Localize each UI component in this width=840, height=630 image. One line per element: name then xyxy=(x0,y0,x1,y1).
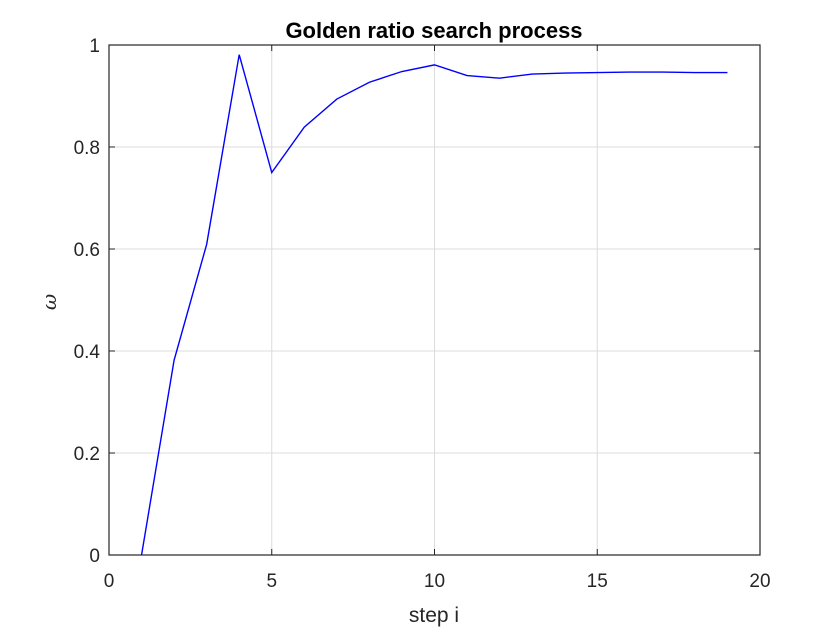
y-tick-label: 0.8 xyxy=(74,138,100,159)
y-tick-label: 0.4 xyxy=(74,342,101,363)
x-axis-label: step i xyxy=(409,604,459,627)
x-tick-label: 5 xyxy=(266,571,277,592)
y-tick-label: 0.6 xyxy=(74,240,100,261)
y-tick-label: 0.2 xyxy=(74,444,100,465)
series-line xyxy=(140,54,728,556)
y-axis-label: ω xyxy=(37,294,61,310)
y-tick-label: 0 xyxy=(89,546,100,567)
chart-title: Golden ratio search process xyxy=(285,18,582,43)
y-tick-label: 1 xyxy=(89,36,100,57)
series-layer xyxy=(140,54,728,556)
x-tick-label: 20 xyxy=(749,571,770,592)
ticks: 0 5 10 15 20 0 0.2 0.4 0.6 0.8 1 xyxy=(74,36,771,592)
grid xyxy=(109,45,760,555)
x-tick-label: 15 xyxy=(587,571,608,592)
x-tick-label: 0 xyxy=(104,571,115,592)
x-tick-label: 10 xyxy=(424,571,445,592)
